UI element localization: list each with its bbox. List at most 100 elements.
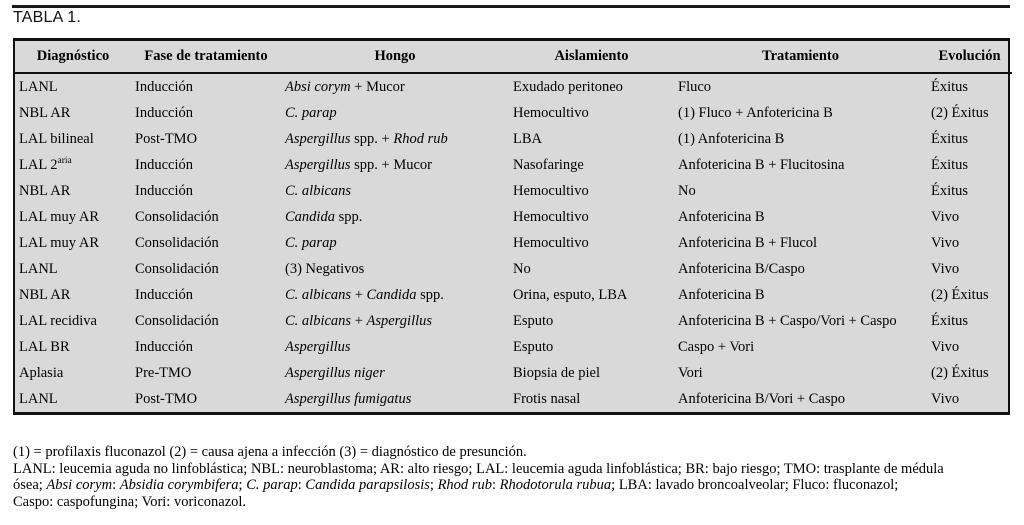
cell-aislamiento: Nasofaringe xyxy=(513,156,584,173)
cell-hongo: Aspergillus fumigatus xyxy=(285,390,412,407)
table-body: LANL Inducción Absi corym + Mucor Exudado p… xyxy=(15,73,1012,412)
cell-aislamiento: Biopsia de piel xyxy=(513,364,600,381)
footnote-line: (1) = profilaxis fluconazol (2) = causa … xyxy=(13,444,527,460)
cell-hongo: Aspergillus niger xyxy=(285,364,385,381)
cell-tratamiento: Fluco xyxy=(678,78,712,95)
cell-fase: Consolidación xyxy=(135,208,219,225)
cell-diagnostico: LAL 2aria xyxy=(19,155,72,173)
cell-diagnostico: NBL AR xyxy=(19,104,71,121)
cell-fase: Inducción xyxy=(135,104,193,121)
cell-hongo: Aspergillus spp. + Mucor xyxy=(285,156,433,173)
cell-aislamiento: Frotis nasal xyxy=(513,390,581,407)
cell-evolucion: Éxitus xyxy=(931,312,969,329)
table-row: LANL Post-TMO Aspergillus fumigatus Frotis … xyxy=(15,386,1012,412)
cell-tratamiento: (1) Fluco + Anfotericina B xyxy=(678,104,833,121)
cell-hongo: C. parap xyxy=(285,104,337,121)
cell-hongo: Aspergillus xyxy=(285,338,351,355)
cell-hongo: Absi corym + Mucor xyxy=(285,78,405,95)
cell-evolucion: Éxitus xyxy=(931,182,969,199)
cell-fase: Inducción xyxy=(135,156,193,173)
cell-fase: Inducción xyxy=(135,182,193,199)
table-row: LAL muy AR Consolidación Candida spp. Hemoc… xyxy=(15,204,1012,230)
cell-evolucion: Vivo xyxy=(931,208,960,225)
cell-tratamiento: Vori xyxy=(678,364,703,381)
column-header-diagnostico: Diagnóstico xyxy=(15,41,131,74)
cell-fase: Consolidación xyxy=(135,234,219,251)
cell-aislamiento: Hemocultivo xyxy=(513,182,589,199)
cell-aislamiento: LBA xyxy=(513,130,542,147)
cell-hongo: C. albicans + Candida spp. xyxy=(285,286,444,303)
table-row: NBL AR Inducción C. albicans Hemocultivo No É… xyxy=(15,178,1012,204)
footnote-line: ósea; Absi corym: Absidia corymbifera; C… xyxy=(13,477,899,494)
footnote-line: Caspo: caspofungina; Vori: voriconazol. xyxy=(13,493,247,510)
table-row: LAL bilineal Post-TMO Aspergillus spp. + R… xyxy=(15,126,1012,152)
cell-tratamiento: Anfotericina B/Caspo xyxy=(678,260,805,277)
cell-diagnostico: NBL AR xyxy=(19,182,71,199)
table-row: Aplasia Pre-TMO Aspergillus niger Biopsia d… xyxy=(15,360,1012,386)
cell-evolucion: Vivo xyxy=(931,390,960,407)
cell-hongo: C. albicans xyxy=(285,182,352,199)
cell-fase: Post-TMO xyxy=(135,390,198,407)
cell-tratamiento: Anfotericina B/Vori + Caspo xyxy=(678,390,845,407)
table-row: LANL Inducción Absi corym + Mucor Exudado p… xyxy=(15,73,1012,100)
clinical-cases-table: Diagnóstico Fase de tratamiento Hongo Ai… xyxy=(15,41,1012,412)
table-caption: TABLA 1. xyxy=(13,9,82,26)
table-row: LANL Consolidación (3) Negativos No Anfoteri… xyxy=(15,256,1012,282)
cell-diagnostico: LANL xyxy=(19,390,58,407)
cell-aislamiento: Orina, esputo, LBA xyxy=(513,286,628,303)
cell-fase: Inducción xyxy=(135,286,193,303)
cell-diagnostico: NBL AR xyxy=(19,286,71,303)
top-rule-divider xyxy=(12,5,1010,8)
cell-aislamiento: Hemocultivo xyxy=(513,234,589,251)
cell-hongo: (3) Negativos xyxy=(285,260,365,277)
cell-diagnostico: LAL bilineal xyxy=(19,130,94,147)
column-header-hongo: Hongo xyxy=(281,41,509,74)
cell-aislamiento: Hemocultivo xyxy=(513,104,589,121)
table-header-row: Diagnóstico Fase de tratamiento Hongo Ai… xyxy=(15,41,1012,74)
cell-tratamiento: Anfotericina B + Caspo/Vori + Caspo xyxy=(678,312,897,329)
cell-fase: Inducción xyxy=(135,338,193,355)
cell-diagnostico: LANL xyxy=(19,260,58,277)
cell-evolucion: (2) Éxitus xyxy=(931,286,989,303)
cell-evolucion: (2) Éxitus xyxy=(931,364,989,381)
cell-evolucion: Vivo xyxy=(931,338,960,355)
cell-diagnostico: Aplasia xyxy=(19,364,64,381)
cell-tratamiento: Caspo + Vori xyxy=(678,338,755,355)
cell-fase: Pre-TMO xyxy=(135,364,192,381)
cell-tratamiento: Anfotericina B xyxy=(678,208,765,225)
table-header: Diagnóstico Fase de tratamiento Hongo Ai… xyxy=(15,41,1012,74)
cell-hongo: Candida spp. xyxy=(285,208,363,225)
cell-diagnostico: LAL muy AR xyxy=(19,208,100,225)
cell-fase: Consolidación xyxy=(135,312,219,329)
table-row: NBL AR Inducción C. parap Hemocultivo (1) Fl… xyxy=(15,100,1012,126)
cell-tratamiento: Anfotericina B + Flucitosina xyxy=(678,156,845,173)
column-header-fase: Fase de tratamiento xyxy=(131,41,281,74)
cell-evolucion: Vivo xyxy=(931,260,960,277)
cell-aislamiento: Hemocultivo xyxy=(513,208,589,225)
cell-aislamiento: No xyxy=(513,260,531,277)
footnote-line: LANL: leucemia aguda no linfoblástica; N… xyxy=(13,460,944,477)
table-row: LAL recidiva Consolidación C. albicans + A… xyxy=(15,308,1012,334)
cell-aislamiento: Esputo xyxy=(513,338,554,355)
table-row: NBL AR Inducción C. albicans + Candida spp… xyxy=(15,282,1012,308)
cell-hongo: C. parap xyxy=(285,234,337,251)
cell-tratamiento: Anfotericina B xyxy=(678,286,765,303)
table-container: Diagnóstico Fase de tratamiento Hongo Ai… xyxy=(13,38,1012,415)
cell-diagnostico: LANL xyxy=(19,78,58,95)
cell-aislamiento: Esputo xyxy=(513,312,554,329)
table-row: LAL muy AR Consolidación C. parap Hemoculti… xyxy=(15,230,1012,256)
cell-tratamiento: Anfotericina B + Flucol xyxy=(678,234,818,251)
cell-evolucion: Vivo xyxy=(931,234,960,251)
column-header-aislamiento: Aislamiento xyxy=(509,41,674,74)
cell-aislamiento: Exudado peritoneo xyxy=(513,78,623,95)
cell-evolucion: Éxitus xyxy=(931,78,969,95)
table-row: LAL BR Inducción Aspergillus Esputo Caspo + … xyxy=(15,334,1012,360)
table-row: LAL 2aria Inducción Aspergillus spp. + Muc… xyxy=(15,152,1012,178)
cell-fase: Post-TMO xyxy=(135,130,198,147)
cell-evolucion: (2) Éxitus xyxy=(931,104,989,121)
cell-hongo: Aspergillus spp. + Rhod rub xyxy=(285,130,448,147)
cell-diagnostico: LAL muy AR xyxy=(19,234,100,251)
cell-fase: Inducción xyxy=(135,78,193,95)
table-footnotes: (1) = profilaxis fluconazol (2) = causa … xyxy=(13,444,1013,510)
